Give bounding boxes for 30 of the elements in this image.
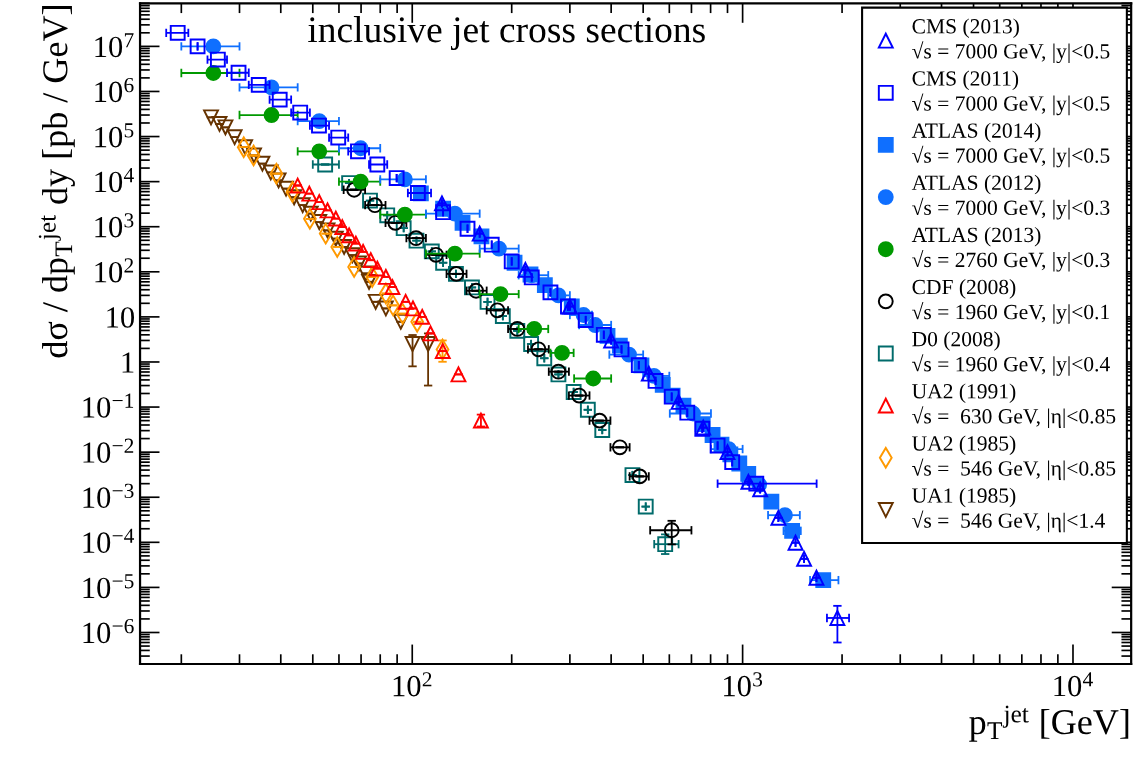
y-tick-label: 10$^{−2}$ (83, 438, 134, 463)
legend-label: UA2 (1985) √s = 546 GeV, |η|<0.85 (912, 435, 1116, 481)
x-tick-label: 10$^{4}$ (1054, 672, 1093, 697)
y-axis-title: dσ / dp$_{T}$$^{jet}$ dy [pb / GeV] (38, 6, 75, 358)
y-tick-label: 10$^{2}$ (95, 258, 134, 283)
legend-label: ATLAS (2012) √s = 7000 GeV, |y|<0.3 (911, 174, 1110, 220)
y-tick-label: 1 (122, 352, 134, 373)
y-tick-label: 10$^{5}$ (95, 123, 134, 148)
legend-label: CMS (2013) √s = 7000 GeV, |y|<0.5 (912, 18, 1110, 64)
y-tick-label: 10$^{−1}$ (83, 393, 134, 418)
x-tick-label: 10$^{2}$ (393, 672, 432, 697)
y-tick-label: 10$^{4}$ (95, 168, 134, 193)
legend-label: CDF (2008) √s = 1960 GeV, |y|<0.1 (912, 279, 1109, 324)
x-axis-title: p$_{T}$$^{jet}$ [GeV] (969, 705, 1129, 742)
y-tick-label: 10$^{−4}$ (83, 528, 135, 553)
y-tick-label: 10$^{7}$ (95, 33, 134, 58)
y-tick-label: 10$^{−5}$ (83, 574, 134, 599)
y-tick-label: 10 (107, 307, 135, 328)
legend-label: D0 (2008) √s = 1960 GeV, |y|<0.4 (912, 331, 1110, 376)
y-tick-label: 10$^{−3}$ (83, 483, 134, 508)
legend-label: ATLAS (2014) √s = 7000 GeV, |y|<0.5 (911, 122, 1110, 168)
legend-label: UA1 (1985) √s = 546 GeV, |η|<1.4 (912, 487, 1105, 533)
y-tick-label: 10$^{6}$ (95, 77, 134, 103)
legend-label: UA2 (1991) √s = 630 GeV, |η|<0.85 (912, 383, 1116, 428)
x-tick-label: 10$^{3}$ (724, 672, 763, 697)
y-tick-label: 10$^{3}$ (95, 213, 134, 238)
legend-label: CMS (2011) √s = 7000 GeV, |y|<0.5 (912, 70, 1110, 116)
y-tick-label: 10$^{−6}$ (83, 618, 134, 644)
chart-title: inclusive jet cross sections (308, 16, 705, 51)
legend-label: ATLAS (2013) √s = 2760 GeV, |y|<0.3 (911, 226, 1110, 272)
